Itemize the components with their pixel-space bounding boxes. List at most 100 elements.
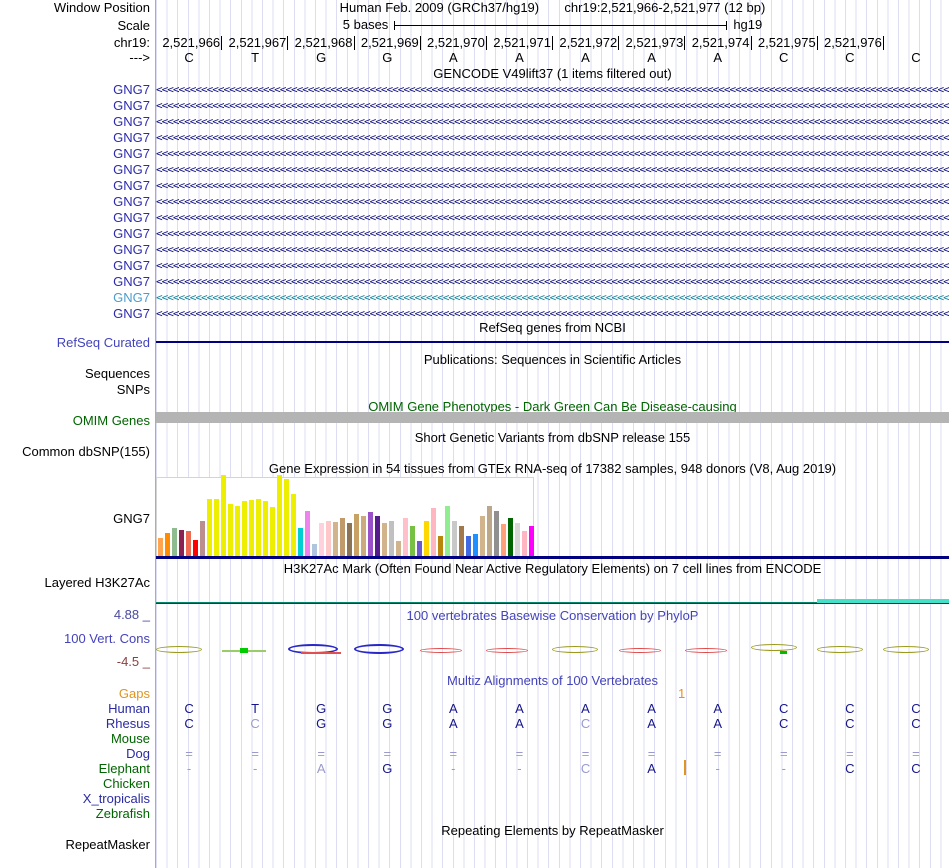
species-label-zebrafish[interactable]: Zebrafish — [95, 806, 150, 821]
species-label-dog[interactable]: Dog — [126, 746, 150, 761]
gencode-transcript-row[interactable]: <<<<<<<<<<<<<<<<<<<<<<<<<<<<<<<<<<<<<<<<… — [156, 306, 949, 321]
gtex-bar[interactable] — [487, 506, 492, 556]
gencode-item-label[interactable]: GNG7 — [113, 130, 150, 145]
gtex-bar[interactable] — [256, 499, 261, 556]
gencode-transcript-row[interactable]: <<<<<<<<<<<<<<<<<<<<<<<<<<<<<<<<<<<<<<<<… — [156, 258, 949, 273]
gencode-transcript-row[interactable]: <<<<<<<<<<<<<<<<<<<<<<<<<<<<<<<<<<<<<<<<… — [156, 242, 949, 257]
gencode-item-label[interactable]: GNG7 — [113, 162, 150, 177]
gtex-bar[interactable] — [445, 506, 450, 556]
gtex-bar[interactable] — [284, 479, 289, 556]
gtex-gene-label[interactable]: GNG7 — [113, 511, 150, 526]
gtex-bar[interactable] — [326, 521, 331, 556]
gencode-item-label[interactable]: GNG7 — [113, 210, 150, 225]
gtex-bar[interactable] — [235, 506, 240, 556]
gtex-bar-chart[interactable] — [156, 475, 534, 557]
gtex-bar[interactable] — [158, 538, 163, 556]
omim-genes-label[interactable]: OMIM Genes — [72, 413, 150, 428]
gtex-bar[interactable] — [389, 521, 394, 556]
gencode-item-label[interactable]: GNG7 — [113, 274, 150, 289]
gencode-transcript-row[interactable]: <<<<<<<<<<<<<<<<<<<<<<<<<<<<<<<<<<<<<<<<… — [156, 146, 949, 161]
gtex-bar[interactable] — [319, 523, 324, 556]
h3k27ac-signal-segment[interactable] — [817, 599, 949, 603]
gencode-item-label[interactable]: GNG7 — [113, 258, 150, 273]
gtex-bar[interactable] — [193, 540, 198, 556]
gencode-transcript-row[interactable]: <<<<<<<<<<<<<<<<<<<<<<<<<<<<<<<<<<<<<<<<… — [156, 114, 949, 129]
species-label-rhesus[interactable]: Rhesus — [105, 716, 150, 731]
gtex-bar[interactable] — [508, 518, 513, 556]
gaps-label[interactable]: Gaps — [118, 686, 150, 701]
gtex-bar[interactable] — [340, 518, 345, 556]
gencode-transcript-row[interactable]: <<<<<<<<<<<<<<<<<<<<<<<<<<<<<<<<<<<<<<<<… — [156, 98, 949, 113]
gtex-bar[interactable] — [361, 516, 366, 556]
gtex-bar[interactable] — [298, 528, 303, 556]
gtex-bar[interactable] — [494, 511, 499, 556]
species-label-elephant[interactable]: Elephant — [98, 761, 150, 776]
gtex-bar[interactable] — [417, 541, 422, 556]
gtex-bar[interactable] — [480, 516, 485, 556]
gencode-item-label[interactable]: GNG7 — [113, 98, 150, 113]
gtex-bar[interactable] — [431, 508, 436, 556]
gtex-bar[interactable] — [200, 521, 205, 556]
species-label-x_tropicalis[interactable]: X_tropicalis — [82, 791, 150, 806]
gtex-bar[interactable] — [473, 534, 478, 556]
gencode-transcript-row[interactable]: <<<<<<<<<<<<<<<<<<<<<<<<<<<<<<<<<<<<<<<<… — [156, 210, 949, 225]
gtex-bar[interactable] — [305, 511, 310, 556]
gencode-item-label[interactable]: GNG7 — [113, 306, 150, 321]
gtex-bar[interactable] — [228, 504, 233, 556]
h3k27ac-signal-line[interactable] — [156, 602, 949, 603]
gencode-item-label[interactable]: GNG7 — [113, 290, 150, 305]
gencode-item-label[interactable]: GNG7 — [113, 146, 150, 161]
gtex-bar[interactable] — [249, 500, 254, 556]
gtex-chart-area[interactable] — [156, 475, 949, 557]
gtex-bar[interactable] — [354, 514, 359, 556]
gtex-bar[interactable] — [452, 521, 457, 556]
refseq-curated-label[interactable]: RefSeq Curated — [56, 335, 150, 350]
gencode-item-label[interactable]: GNG7 — [113, 226, 150, 241]
gtex-bar[interactable] — [291, 494, 296, 556]
gtex-bar[interactable] — [396, 541, 401, 556]
gencode-transcript-row[interactable]: <<<<<<<<<<<<<<<<<<<<<<<<<<<<<<<<<<<<<<<<… — [156, 162, 949, 177]
species-label-mouse[interactable]: Mouse — [110, 731, 150, 746]
gtex-bar[interactable] — [186, 531, 191, 556]
gencode-item-label[interactable]: GNG7 — [113, 178, 150, 193]
gencode-transcript-row[interactable]: <<<<<<<<<<<<<<<<<<<<<<<<<<<<<<<<<<<<<<<<… — [156, 194, 949, 209]
layered-h3k27ac-label[interactable]: Layered H3K27Ac — [44, 575, 150, 590]
gtex-bar[interactable] — [501, 524, 506, 556]
gtex-bar[interactable] — [221, 475, 226, 556]
gtex-bar[interactable] — [263, 501, 268, 556]
gtex-bar[interactable] — [312, 544, 317, 556]
gencode-transcript-row[interactable]: <<<<<<<<<<<<<<<<<<<<<<<<<<<<<<<<<<<<<<<<… — [156, 274, 949, 289]
gtex-bar[interactable] — [214, 499, 219, 556]
omim-gene-bar[interactable] — [156, 412, 949, 423]
gtex-bar[interactable] — [242, 501, 247, 556]
gtex-bar[interactable] — [165, 533, 170, 556]
gtex-bar[interactable] — [522, 531, 527, 556]
gencode-item-label[interactable]: GNG7 — [113, 242, 150, 257]
gtex-bar[interactable] — [466, 536, 471, 556]
refseq-gene-line[interactable] — [156, 341, 949, 343]
gencode-transcript-row[interactable]: <<<<<<<<<<<<<<<<<<<<<<<<<<<<<<<<<<<<<<<<… — [156, 290, 949, 305]
gtex-bar[interactable] — [403, 518, 408, 556]
gtex-bar[interactable] — [207, 499, 212, 556]
sequences-label[interactable]: Sequences — [84, 366, 150, 381]
gtex-bar[interactable] — [382, 523, 387, 556]
gtex-bar[interactable] — [375, 516, 380, 556]
gtex-bar[interactable] — [424, 521, 429, 556]
gtex-bar[interactable] — [270, 507, 275, 556]
common-dbsnp-label[interactable]: Common dbSNP(155) — [22, 444, 150, 459]
gencode-transcript-row[interactable]: <<<<<<<<<<<<<<<<<<<<<<<<<<<<<<<<<<<<<<<<… — [156, 178, 949, 193]
gencode-item-label[interactable]: GNG7 — [113, 194, 150, 209]
gtex-bar[interactable] — [515, 523, 520, 556]
gtex-bar[interactable] — [277, 475, 282, 556]
gtex-bar[interactable] — [172, 528, 177, 556]
gencode-item-label[interactable]: GNG7 — [113, 82, 150, 97]
species-label-human[interactable]: Human — [108, 701, 150, 716]
gencode-transcript-row[interactable]: <<<<<<<<<<<<<<<<<<<<<<<<<<<<<<<<<<<<<<<<… — [156, 130, 949, 145]
gtex-bar[interactable] — [347, 523, 352, 556]
gtex-bar[interactable] — [438, 536, 443, 556]
repeatmasker-label[interactable]: RepeatMasker — [65, 837, 150, 852]
species-label-chicken[interactable]: Chicken — [103, 776, 150, 791]
gtex-bar[interactable] — [368, 512, 373, 556]
